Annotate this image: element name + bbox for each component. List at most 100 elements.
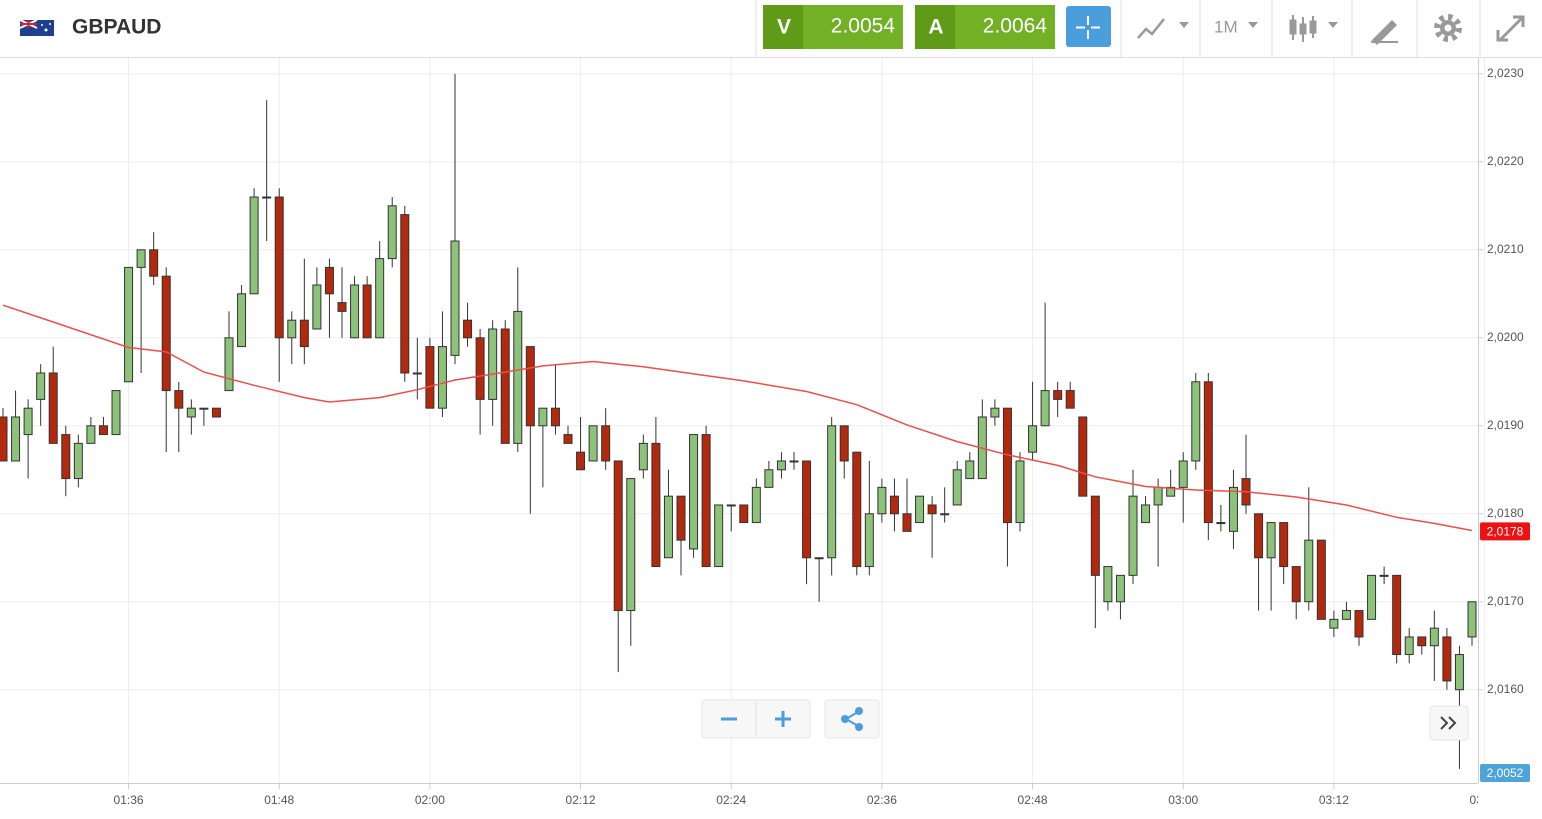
candle-body	[726, 504, 736, 507]
candle-body	[1279, 522, 1289, 568]
candle	[375, 241, 385, 339]
sell-price: 2.0054	[831, 15, 896, 38]
candle-body	[1128, 495, 1138, 576]
candle	[1392, 574, 1402, 664]
candle-body	[525, 346, 535, 427]
candle	[864, 460, 874, 576]
candle-body	[1090, 495, 1100, 576]
candle-body	[538, 407, 548, 427]
candle-body	[136, 249, 146, 268]
candle-body	[940, 513, 950, 516]
candle	[1467, 601, 1477, 646]
candle	[1379, 566, 1389, 585]
candle	[1266, 522, 1276, 611]
candle-body	[1053, 390, 1063, 400]
candle	[714, 504, 724, 568]
candle-body	[199, 407, 209, 410]
candle	[1442, 628, 1452, 690]
settings-button[interactable]	[1434, 14, 1462, 42]
candle	[1141, 496, 1151, 524]
candle-body	[437, 346, 447, 409]
candle	[814, 557, 824, 602]
candle-body	[174, 390, 184, 409]
chart-type-button[interactable]	[1137, 18, 1189, 39]
candle	[701, 425, 711, 568]
sell-button[interactable]: V 2.0054	[763, 5, 903, 49]
buy-button[interactable]: A 2.0064	[915, 5, 1055, 49]
candle-body	[1015, 460, 1025, 524]
price-tag-label: 2,0178	[1487, 525, 1524, 539]
candle-body	[550, 407, 560, 427]
candle	[1216, 504, 1226, 532]
candle-body	[375, 258, 385, 339]
candle-body	[1304, 539, 1314, 603]
candle-body	[0, 416, 8, 462]
candle-body	[324, 266, 334, 295]
candle	[1015, 452, 1025, 532]
candle	[990, 399, 1000, 426]
flag	[19, 19, 54, 36]
candle	[1404, 628, 1414, 664]
x-tick-label: 03:00	[1168, 793, 1198, 807]
candle	[1002, 407, 1012, 567]
candle	[224, 311, 234, 392]
candle-body	[1341, 610, 1351, 620]
candle	[902, 478, 912, 532]
candle	[889, 478, 899, 532]
scroll-end-button[interactable]	[1429, 705, 1469, 741]
candle-body	[36, 372, 46, 400]
candle-body	[689, 434, 699, 550]
crosshair-button[interactable]	[1066, 6, 1111, 47]
candle-body	[1040, 390, 1050, 427]
candle	[1115, 574, 1125, 620]
candle-body	[1291, 566, 1301, 603]
candle-body	[764, 469, 774, 488]
candle	[1316, 539, 1326, 620]
candle-body	[877, 486, 887, 515]
candle-body	[111, 390, 121, 436]
candle-body	[1166, 486, 1176, 497]
candle	[174, 381, 184, 453]
candle-body	[1065, 390, 1075, 409]
x-tick-label: 02:00	[415, 793, 445, 807]
candle-body	[889, 495, 899, 515]
candle-body	[864, 513, 874, 568]
x-tick-label: 02:12	[566, 793, 596, 807]
candle-body	[1191, 381, 1201, 462]
candle	[1028, 381, 1038, 461]
candle-body	[1028, 425, 1038, 453]
y-tick-label: 2,0210	[1487, 242, 1524, 256]
candle	[965, 452, 975, 480]
share-button[interactable]	[824, 699, 880, 739]
candle-body	[739, 504, 749, 524]
candle	[249, 188, 259, 295]
candle-body	[463, 319, 473, 339]
candle-button[interactable]	[1289, 15, 1338, 42]
candle	[576, 416, 586, 471]
candle-body	[1002, 407, 1012, 524]
candle-body	[601, 425, 611, 462]
y-tick-label: 2,0160	[1487, 682, 1524, 696]
zoom-in[interactable]	[775, 711, 791, 727]
candle	[626, 478, 636, 646]
candle-body	[1266, 522, 1276, 559]
timeframe-button[interactable]: 1M	[1214, 17, 1258, 36]
candle	[124, 266, 134, 383]
candle	[1304, 487, 1314, 611]
candle	[274, 188, 284, 382]
candle-body	[1467, 601, 1477, 638]
draw-button[interactable]	[1370, 20, 1398, 45]
candle-body	[1354, 610, 1364, 638]
candle-body	[1141, 504, 1151, 524]
candle-body	[262, 196, 272, 199]
price-tag	[1480, 764, 1530, 782]
candle-body	[450, 240, 460, 356]
candle-body	[638, 442, 648, 471]
candle	[1053, 381, 1063, 417]
candle	[425, 337, 435, 409]
fullscreen-button[interactable]	[1496, 15, 1525, 42]
candle	[500, 320, 510, 444]
candle-body	[990, 407, 1000, 418]
candle	[463, 302, 473, 347]
